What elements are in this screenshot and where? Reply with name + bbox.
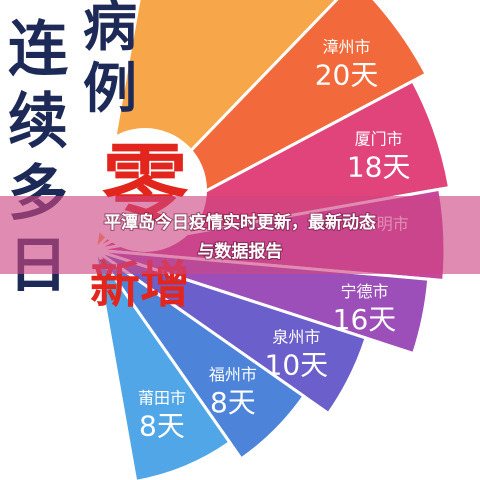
city-label: 厦门市 <box>355 129 403 148</box>
wedge <box>93 248 306 461</box>
headline-char: 例 <box>83 57 137 120</box>
headline-char: 病 <box>83 0 137 58</box>
banner-title-line1: 平潭岛今日疫情实时更新，最新动态 <box>104 212 376 233</box>
city-label: 漳州市 <box>323 37 371 56</box>
city-label: 莆田市 <box>138 389 186 408</box>
headline-char: 连 <box>8 15 68 85</box>
city-label: 泉州市 <box>272 327 320 346</box>
title-banner <box>0 196 480 274</box>
wedge <box>94 248 368 416</box>
banner-title-line2: 与数据报告 <box>198 241 283 262</box>
days-label: 20天 <box>315 58 379 91</box>
headline-char: 续 <box>8 87 68 157</box>
city-label: 福州市 <box>209 365 257 384</box>
days-label: 8天 <box>210 386 256 419</box>
days-label: 18天 <box>347 150 411 183</box>
wedge <box>93 249 232 480</box>
days-label: 8天 <box>139 410 185 443</box>
city-label: 宁德市 <box>340 282 388 301</box>
